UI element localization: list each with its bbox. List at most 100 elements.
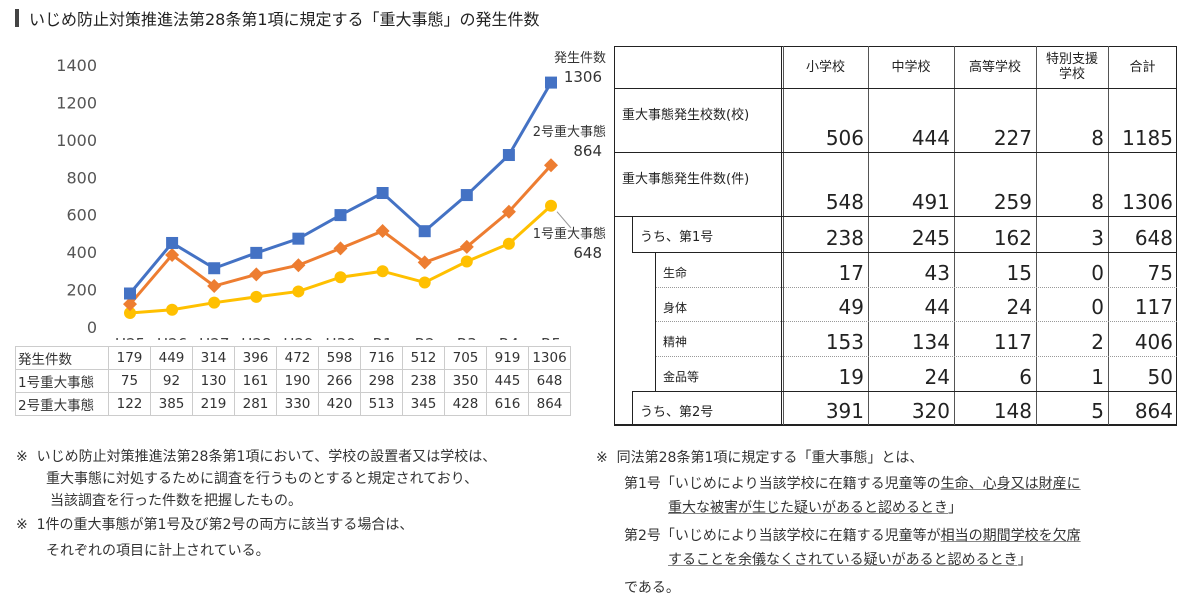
table-cell: 506 <box>825 126 864 150</box>
data-point <box>376 265 389 278</box>
table-cell: 548 <box>825 190 864 214</box>
table-border <box>614 46 1177 47</box>
table-cell: 8 <box>1091 190 1104 214</box>
data-point <box>165 247 180 262</box>
y-tick-label: 800 <box>66 168 97 187</box>
series-end-value: 864 <box>573 142 602 160</box>
note-left-2: ※ 1件の重大事態が第1号及び第2号の両方に該当する場合は、 それぞれの項目に計… <box>16 512 413 564</box>
table-cell: 8 <box>1091 126 1104 150</box>
row-label: 精神 <box>663 335 688 349</box>
column-header: 小学校 <box>805 59 845 75</box>
table-cell: 130 <box>192 369 235 393</box>
table-border <box>614 424 1177 425</box>
table-cell: 0 <box>1091 295 1104 319</box>
note-text: 第2号「いじめにより当該学校に在籍する児童等が <box>624 528 941 544</box>
table-cell: 238 <box>402 369 445 393</box>
series-name-label: 1号重大事態 <box>533 226 606 242</box>
table-row: 発生件数 179 449 314 396 472 598 716 512 705 919 1306 <box>15 346 571 370</box>
data-point <box>501 204 516 219</box>
note-text: 重大事態に対処するために調査を行うものとすると規定されており、 <box>46 471 479 487</box>
title-bar-decoration <box>15 9 19 27</box>
table-border <box>614 46 615 425</box>
table-cell: 406 <box>1134 330 1173 354</box>
row-divider <box>632 391 1177 392</box>
table-cell: 616 <box>486 392 529 416</box>
table-cell: 24 <box>1006 295 1032 319</box>
y-tick-label: 400 <box>66 243 97 262</box>
row-divider <box>614 152 1177 153</box>
note-text: 同法第28条第1項に規定する「重大事態」とは、 <box>616 450 924 466</box>
table-cell: 148 <box>993 399 1032 423</box>
indent-border <box>655 356 656 391</box>
table-cell: 320 <box>911 399 950 423</box>
y-tick-label: 200 <box>66 281 97 300</box>
x-tick-label: R3 <box>457 335 477 340</box>
table-cell: 350 <box>444 369 487 393</box>
title-text: いじめ防止対策推進法第28条第1項に規定する「重大事態」の発生件数 <box>29 10 540 29</box>
note-text: 1件の重大事態が第1号及び第2号の両方に該当する場合は、 <box>36 517 414 533</box>
table-cell: 134 <box>911 330 950 354</box>
table-border <box>868 46 869 425</box>
table-row: 1号重大事態 75 92 130 161 190 266 298 238 350 445 648 <box>15 369 571 393</box>
data-point <box>292 232 305 245</box>
column-header: 高等学校 <box>968 59 1021 75</box>
note-mark: ※ <box>596 450 608 466</box>
table-cell: 19 <box>838 365 864 389</box>
indent-border <box>632 216 633 252</box>
table-cell: 17 <box>838 261 864 285</box>
column-header: 合計 <box>1129 59 1156 75</box>
table-cell: 1185 <box>1122 126 1173 150</box>
table-cell: 75 <box>108 369 151 393</box>
table-cell: 1306 <box>1122 190 1173 214</box>
table-border <box>781 46 782 425</box>
table-cell: 92 <box>150 369 193 393</box>
data-point <box>334 271 347 284</box>
table-cell: 385 <box>150 392 193 416</box>
row-divider <box>614 216 1177 217</box>
data-point <box>418 276 431 289</box>
table-cell: 24 <box>924 365 950 389</box>
data-point <box>124 287 136 300</box>
y-tick-label: 600 <box>66 206 97 225</box>
table-cell: 345 <box>402 392 445 416</box>
x-tick-label: H28 <box>241 335 271 340</box>
x-tick-label: R1 <box>373 335 393 340</box>
indent-border <box>655 287 656 321</box>
table-cell: 330 <box>276 392 319 416</box>
table-cell: 864 <box>1134 399 1173 423</box>
table-cell: 219 <box>192 392 235 416</box>
row-label: 金品等 <box>663 370 700 384</box>
series-name-label: 発生件数 <box>554 51 606 66</box>
table-cell: 648 <box>528 369 571 393</box>
y-tick-label: 1200 <box>56 93 97 112</box>
table-cell: 117 <box>1134 295 1173 319</box>
table-border <box>954 46 955 425</box>
x-tick-label: R2 <box>415 335 435 340</box>
note-text: 」 <box>1017 552 1032 568</box>
data-point <box>459 239 474 254</box>
data-point <box>333 241 348 256</box>
column-header: 特別支援 学校 <box>1045 52 1098 82</box>
row-label: 身体 <box>663 301 688 315</box>
note-text: 第1号「いじめにより当該学校に在籍する児童等の <box>624 476 941 492</box>
table-cell: 420 <box>318 392 361 416</box>
data-point <box>418 225 431 238</box>
data-point <box>166 303 179 316</box>
data-point <box>502 149 515 162</box>
note-text: 当該調査を行った件数を把握したもの。 <box>50 493 302 509</box>
data-point <box>375 223 390 238</box>
data-point <box>249 267 264 282</box>
note-underlined: 相当の期間学校を欠席 <box>940 528 1081 544</box>
data-point <box>124 306 136 319</box>
table-cell: 5 <box>1091 399 1104 423</box>
header-divider <box>614 88 1177 89</box>
table-cell: 49 <box>838 295 864 319</box>
table-cell: 122 <box>108 392 151 416</box>
indent-border <box>655 321 656 356</box>
table-cell: 43 <box>924 261 950 285</box>
note-text: 」 <box>948 500 962 516</box>
chart-data-table: H25H26H27H28H29H30R1R2R3R4R5発生件数17944931… <box>15 346 571 416</box>
row-label: 発生件数 <box>15 346 109 370</box>
table-cell: 245 <box>911 226 950 250</box>
note-text: いじめ防止対策推進法第28条第1項において、学校の設置者又は学校は、 <box>36 449 497 465</box>
